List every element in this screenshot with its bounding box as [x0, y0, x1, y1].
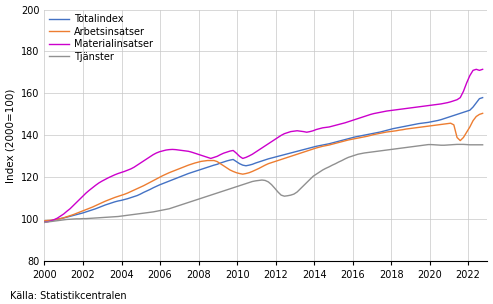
Totalindex — [41, 219, 47, 223]
Tjänster — [480, 143, 486, 147]
Totalindex — [291, 150, 297, 154]
Materialinsatser — [291, 129, 297, 133]
Arbetsinsatser — [470, 119, 476, 123]
Tjänster — [202, 195, 208, 199]
Arbetsinsatser — [291, 154, 297, 157]
Tjänster — [41, 221, 47, 224]
Materialinsatser — [473, 67, 479, 71]
Legend: Totalindex, Arbetsinsatser, Materialinsatser, Tjänster: Totalindex, Arbetsinsatser, Materialinsa… — [47, 12, 155, 64]
Arbetsinsatser — [202, 159, 208, 163]
Line: Arbetsinsatser: Arbetsinsatser — [44, 113, 483, 221]
Totalindex — [214, 162, 220, 166]
Materialinsatser — [355, 117, 361, 120]
Materialinsatser — [41, 221, 47, 224]
Materialinsatser — [470, 68, 476, 72]
Arbetsinsatser — [480, 112, 486, 115]
Arbetsinsatser — [41, 219, 47, 223]
Tjänster — [454, 143, 460, 146]
Tjänster — [355, 152, 361, 156]
Y-axis label: Index (2000=100): Index (2000=100) — [5, 88, 16, 183]
Materialinsatser — [202, 154, 208, 158]
Tjänster — [413, 144, 419, 148]
Tjänster — [214, 191, 220, 195]
Materialinsatser — [413, 105, 419, 109]
Line: Tjänster: Tjänster — [44, 144, 483, 223]
Tjänster — [291, 192, 297, 196]
Arbetsinsatser — [355, 136, 361, 140]
Totalindex — [470, 105, 476, 109]
Totalindex — [413, 123, 419, 126]
Materialinsatser — [214, 154, 220, 158]
Tjänster — [473, 143, 479, 147]
Totalindex — [202, 167, 208, 170]
Line: Totalindex: Totalindex — [44, 98, 483, 221]
Text: Källa: Statistikcentralen: Källa: Statistikcentralen — [10, 291, 127, 301]
Arbetsinsatser — [413, 126, 419, 130]
Totalindex — [355, 135, 361, 138]
Line: Materialinsatser: Materialinsatser — [44, 69, 483, 223]
Arbetsinsatser — [214, 160, 220, 164]
Materialinsatser — [480, 67, 486, 71]
Totalindex — [480, 96, 486, 99]
